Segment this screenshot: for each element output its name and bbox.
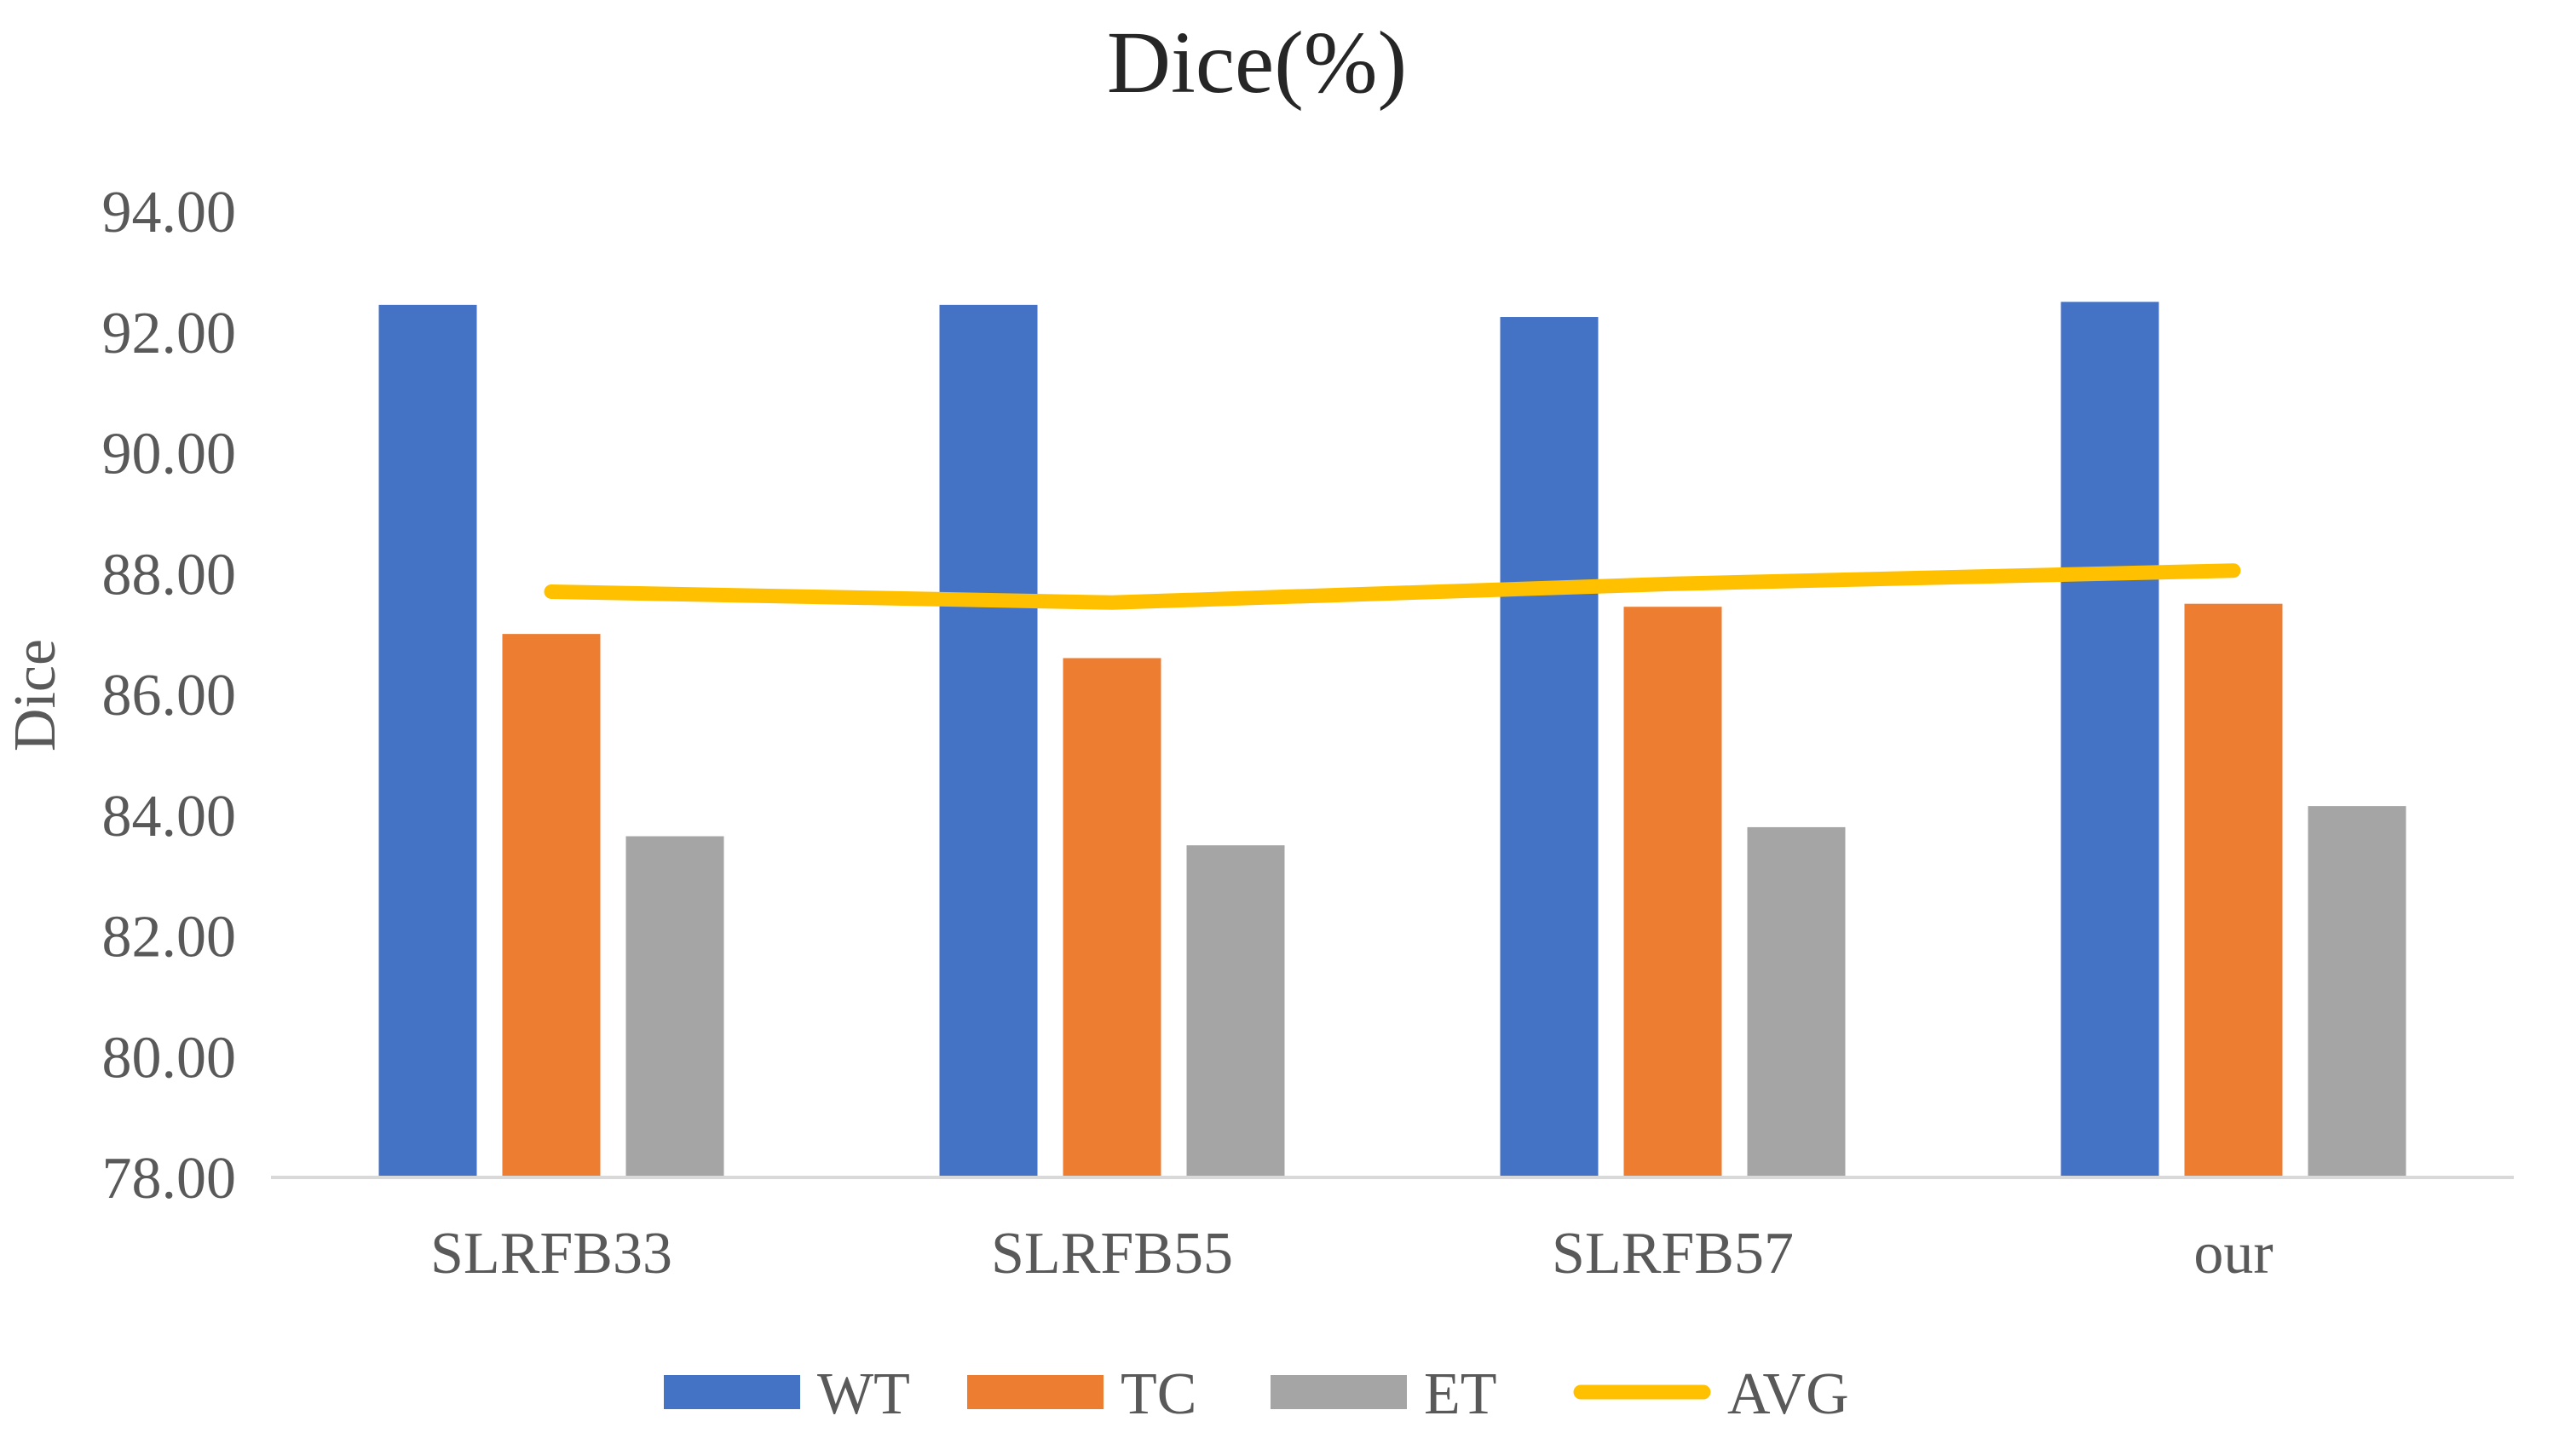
bar-tc xyxy=(1623,607,1722,1177)
y-tick-label: 86.00 xyxy=(102,663,237,728)
bar-et xyxy=(625,836,724,1177)
bar-tc xyxy=(502,634,601,1177)
legend-swatch-tc xyxy=(967,1375,1104,1409)
bar-et xyxy=(1747,826,1846,1177)
bar-et xyxy=(2308,806,2406,1177)
bar-tc xyxy=(1063,658,1161,1177)
legend-label: ET xyxy=(1424,1361,1497,1427)
x-axis-labels: SLRFB33 SLRFB55 SLRFB57 our xyxy=(430,1221,2273,1286)
legend-swatch-et xyxy=(1271,1375,1407,1409)
bars-group xyxy=(378,302,2406,1178)
average-line-group xyxy=(544,563,2241,610)
y-tick-label: 84.00 xyxy=(102,784,237,849)
bar-tc xyxy=(2184,603,2283,1177)
bar-wt xyxy=(939,304,1038,1178)
y-tick-label: 90.00 xyxy=(102,422,237,487)
bar-wt xyxy=(2060,302,2159,1177)
line-avg xyxy=(544,563,2241,610)
y-tick-label: 94.00 xyxy=(102,180,237,245)
bar-wt xyxy=(378,304,477,1178)
y-tick-label: 78.00 xyxy=(102,1146,237,1211)
chart-title: Dice(%) xyxy=(1107,14,1407,112)
y-tick-label: 82.00 xyxy=(102,905,237,970)
x-tick-label: SLRFB33 xyxy=(430,1221,672,1286)
legend-label: AVG xyxy=(1727,1361,1849,1427)
bar-et xyxy=(1186,845,1285,1177)
x-tick-label: our xyxy=(2193,1221,2273,1286)
x-tick-label: SLRFB55 xyxy=(991,1221,1233,1286)
y-tick-label: 92.00 xyxy=(102,301,237,366)
legend-label: WT xyxy=(817,1361,910,1427)
y-tick-label: 88.00 xyxy=(102,542,237,607)
y-tick-label: 80.00 xyxy=(102,1025,237,1091)
legend-label: TC xyxy=(1121,1361,1196,1427)
x-tick-label: SLRFB57 xyxy=(1552,1221,1794,1286)
legend-swatch-wt xyxy=(664,1375,800,1409)
y-axis-ticks: 78.00 80.00 82.00 84.00 86.00 88.00 90.00 92.00… xyxy=(102,180,237,1211)
bar-wt xyxy=(1500,317,1599,1177)
y-axis-title: Dice xyxy=(3,639,68,751)
legend: WT TC ET AVG xyxy=(664,1361,1849,1427)
